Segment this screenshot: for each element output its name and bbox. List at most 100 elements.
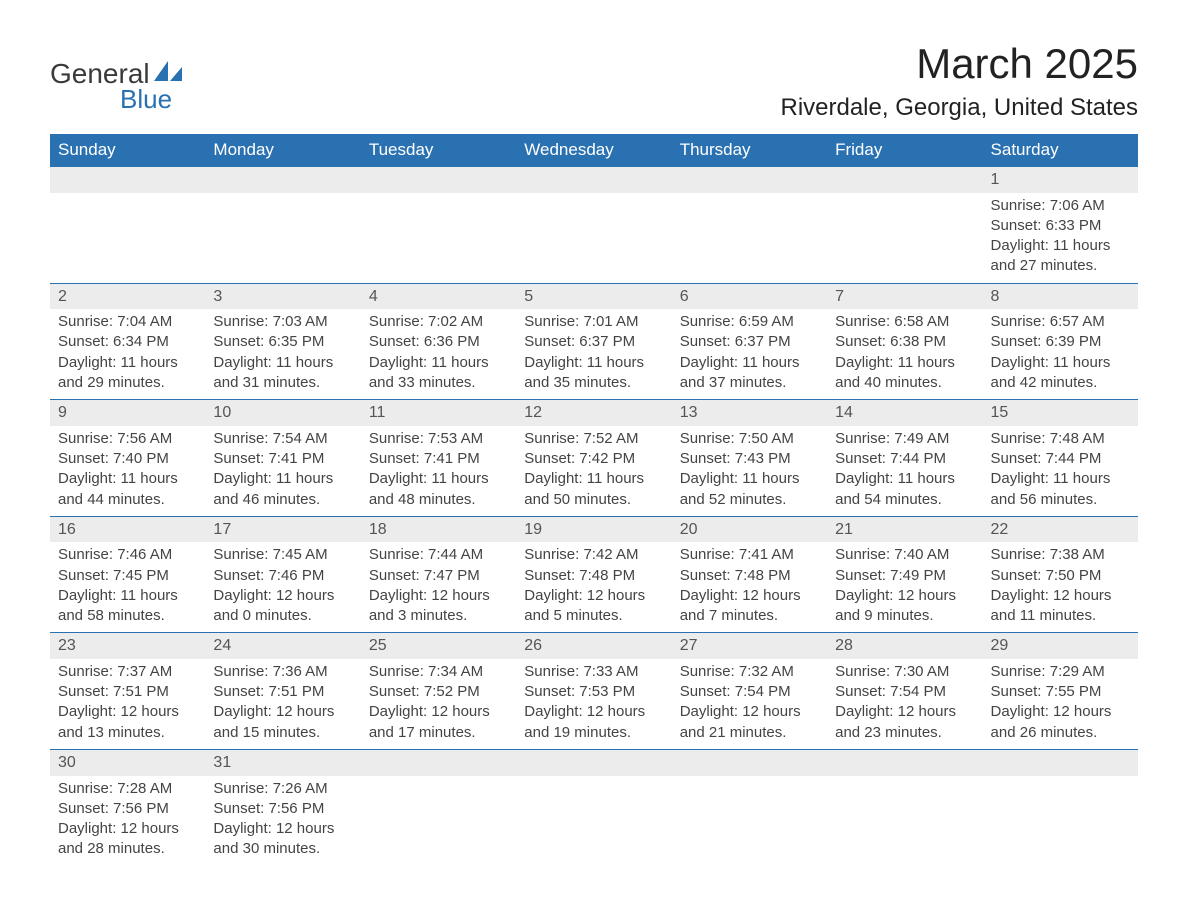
calendar-day-cell: 27Sunrise: 7:32 AMSunset: 7:54 PMDayligh… (672, 633, 827, 750)
day-details: Sunrise: 7:48 AMSunset: 7:44 PMDaylight:… (983, 426, 1138, 516)
sunrise-line: Sunrise: 7:36 AM (213, 662, 352, 682)
sunrise-line: Sunrise: 7:03 AM (213, 312, 352, 332)
sunrise-line: Sunrise: 7:37 AM (58, 662, 197, 682)
calendar-day-cell: 13Sunrise: 7:50 AMSunset: 7:43 PMDayligh… (672, 400, 827, 517)
sunset-line: Sunset: 7:44 PM (835, 449, 974, 469)
day-number: 6 (672, 284, 827, 310)
day-number: 8 (983, 284, 1138, 310)
calendar-day-cell: 9Sunrise: 7:56 AMSunset: 7:40 PMDaylight… (50, 400, 205, 517)
sunrise-line: Sunrise: 6:58 AM (835, 312, 974, 332)
calendar-day-cell: 29Sunrise: 7:29 AMSunset: 7:55 PMDayligh… (983, 633, 1138, 750)
sunset-line: Sunset: 7:47 PM (369, 566, 508, 586)
weekday-header: Monday (205, 134, 360, 167)
weekday-header: Sunday (50, 134, 205, 167)
calendar-day-cell: 12Sunrise: 7:52 AMSunset: 7:42 PMDayligh… (516, 400, 671, 517)
calendar-empty-cell (361, 749, 516, 865)
daylight-line: Daylight: 12 hours and 11 minutes. (991, 586, 1130, 627)
sunrise-line: Sunrise: 7:06 AM (991, 196, 1130, 216)
empty-day-body (672, 193, 827, 272)
sunrise-line: Sunrise: 7:41 AM (680, 545, 819, 565)
day-number: 12 (516, 400, 671, 426)
daylight-line: Daylight: 12 hours and 30 minutes. (213, 819, 352, 860)
weekday-header: Saturday (983, 134, 1138, 167)
calendar-day-cell: 26Sunrise: 7:33 AMSunset: 7:53 PMDayligh… (516, 633, 671, 750)
brand-blue-text: Blue (120, 84, 182, 115)
sunrise-line: Sunrise: 7:53 AM (369, 429, 508, 449)
daylight-line: Daylight: 11 hours and 44 minutes. (58, 469, 197, 510)
day-number: 11 (361, 400, 516, 426)
daylight-line: Daylight: 11 hours and 50 minutes. (524, 469, 663, 510)
sunrise-line: Sunrise: 7:50 AM (680, 429, 819, 449)
daylight-line: Daylight: 11 hours and 31 minutes. (213, 353, 352, 394)
day-details: Sunrise: 7:46 AMSunset: 7:45 PMDaylight:… (50, 542, 205, 632)
day-details: Sunrise: 7:45 AMSunset: 7:46 PMDaylight:… (205, 542, 360, 632)
day-number: 10 (205, 400, 360, 426)
day-number: 15 (983, 400, 1138, 426)
empty-day-number (516, 167, 671, 193)
day-number: 29 (983, 633, 1138, 659)
sunset-line: Sunset: 6:36 PM (369, 332, 508, 352)
daylight-line: Daylight: 11 hours and 40 minutes. (835, 353, 974, 394)
day-number: 25 (361, 633, 516, 659)
sunset-line: Sunset: 7:48 PM (680, 566, 819, 586)
sunset-line: Sunset: 7:54 PM (680, 682, 819, 702)
daylight-line: Daylight: 12 hours and 26 minutes. (991, 702, 1130, 743)
sunset-line: Sunset: 6:37 PM (524, 332, 663, 352)
day-details: Sunrise: 7:53 AMSunset: 7:41 PMDaylight:… (361, 426, 516, 516)
day-details: Sunrise: 7:56 AMSunset: 7:40 PMDaylight:… (50, 426, 205, 516)
day-number: 24 (205, 633, 360, 659)
weekday-header: Wednesday (516, 134, 671, 167)
daylight-line: Daylight: 12 hours and 17 minutes. (369, 702, 508, 743)
sunrise-line: Sunrise: 7:32 AM (680, 662, 819, 682)
sunset-line: Sunset: 6:38 PM (835, 332, 974, 352)
title-block: March 2025 Riverdale, Georgia, United St… (780, 40, 1138, 122)
sunset-line: Sunset: 7:48 PM (524, 566, 663, 586)
day-number: 18 (361, 517, 516, 543)
calendar-day-cell: 17Sunrise: 7:45 AMSunset: 7:46 PMDayligh… (205, 516, 360, 633)
empty-day-number (361, 167, 516, 193)
empty-day-body (827, 776, 982, 855)
sunset-line: Sunset: 7:41 PM (213, 449, 352, 469)
day-number: 16 (50, 517, 205, 543)
empty-day-number (361, 750, 516, 776)
brand-logo: General Blue (50, 58, 182, 115)
sunset-line: Sunset: 7:55 PM (991, 682, 1130, 702)
day-details: Sunrise: 7:41 AMSunset: 7:48 PMDaylight:… (672, 542, 827, 632)
day-details: Sunrise: 6:59 AMSunset: 6:37 PMDaylight:… (672, 309, 827, 399)
sunset-line: Sunset: 6:39 PM (991, 332, 1130, 352)
calendar-day-cell: 24Sunrise: 7:36 AMSunset: 7:51 PMDayligh… (205, 633, 360, 750)
daylight-line: Daylight: 11 hours and 27 minutes. (991, 236, 1130, 277)
calendar-empty-cell (827, 167, 982, 284)
sunrise-line: Sunrise: 7:26 AM (213, 779, 352, 799)
calendar-row: 2Sunrise: 7:04 AMSunset: 6:34 PMDaylight… (50, 283, 1138, 400)
sunrise-line: Sunrise: 7:28 AM (58, 779, 197, 799)
day-details: Sunrise: 7:02 AMSunset: 6:36 PMDaylight:… (361, 309, 516, 399)
weekday-header: Friday (827, 134, 982, 167)
calendar-day-cell: 11Sunrise: 7:53 AMSunset: 7:41 PMDayligh… (361, 400, 516, 517)
sunset-line: Sunset: 6:33 PM (991, 216, 1130, 236)
sunset-line: Sunset: 7:50 PM (991, 566, 1130, 586)
calendar-day-cell: 2Sunrise: 7:04 AMSunset: 6:34 PMDaylight… (50, 283, 205, 400)
page-header: General Blue March 2025 Riverdale, Georg… (50, 40, 1138, 122)
sunrise-line: Sunrise: 7:48 AM (991, 429, 1130, 449)
calendar-day-cell: 16Sunrise: 7:46 AMSunset: 7:45 PMDayligh… (50, 516, 205, 633)
weekday-header: Tuesday (361, 134, 516, 167)
sunset-line: Sunset: 7:45 PM (58, 566, 197, 586)
day-number: 7 (827, 284, 982, 310)
sunrise-line: Sunrise: 7:29 AM (991, 662, 1130, 682)
sunset-line: Sunset: 6:35 PM (213, 332, 352, 352)
calendar-day-cell: 20Sunrise: 7:41 AMSunset: 7:48 PMDayligh… (672, 516, 827, 633)
calendar-empty-cell (827, 749, 982, 865)
calendar-row: 9Sunrise: 7:56 AMSunset: 7:40 PMDaylight… (50, 400, 1138, 517)
day-details: Sunrise: 7:29 AMSunset: 7:55 PMDaylight:… (983, 659, 1138, 749)
sunrise-line: Sunrise: 7:45 AM (213, 545, 352, 565)
sunrise-line: Sunrise: 7:40 AM (835, 545, 974, 565)
calendar-day-cell: 23Sunrise: 7:37 AMSunset: 7:51 PMDayligh… (50, 633, 205, 750)
day-number: 14 (827, 400, 982, 426)
sunset-line: Sunset: 6:37 PM (680, 332, 819, 352)
calendar-day-cell: 21Sunrise: 7:40 AMSunset: 7:49 PMDayligh… (827, 516, 982, 633)
day-number: 13 (672, 400, 827, 426)
empty-day-body (516, 193, 671, 272)
calendar-empty-cell (672, 167, 827, 284)
day-details: Sunrise: 7:38 AMSunset: 7:50 PMDaylight:… (983, 542, 1138, 632)
